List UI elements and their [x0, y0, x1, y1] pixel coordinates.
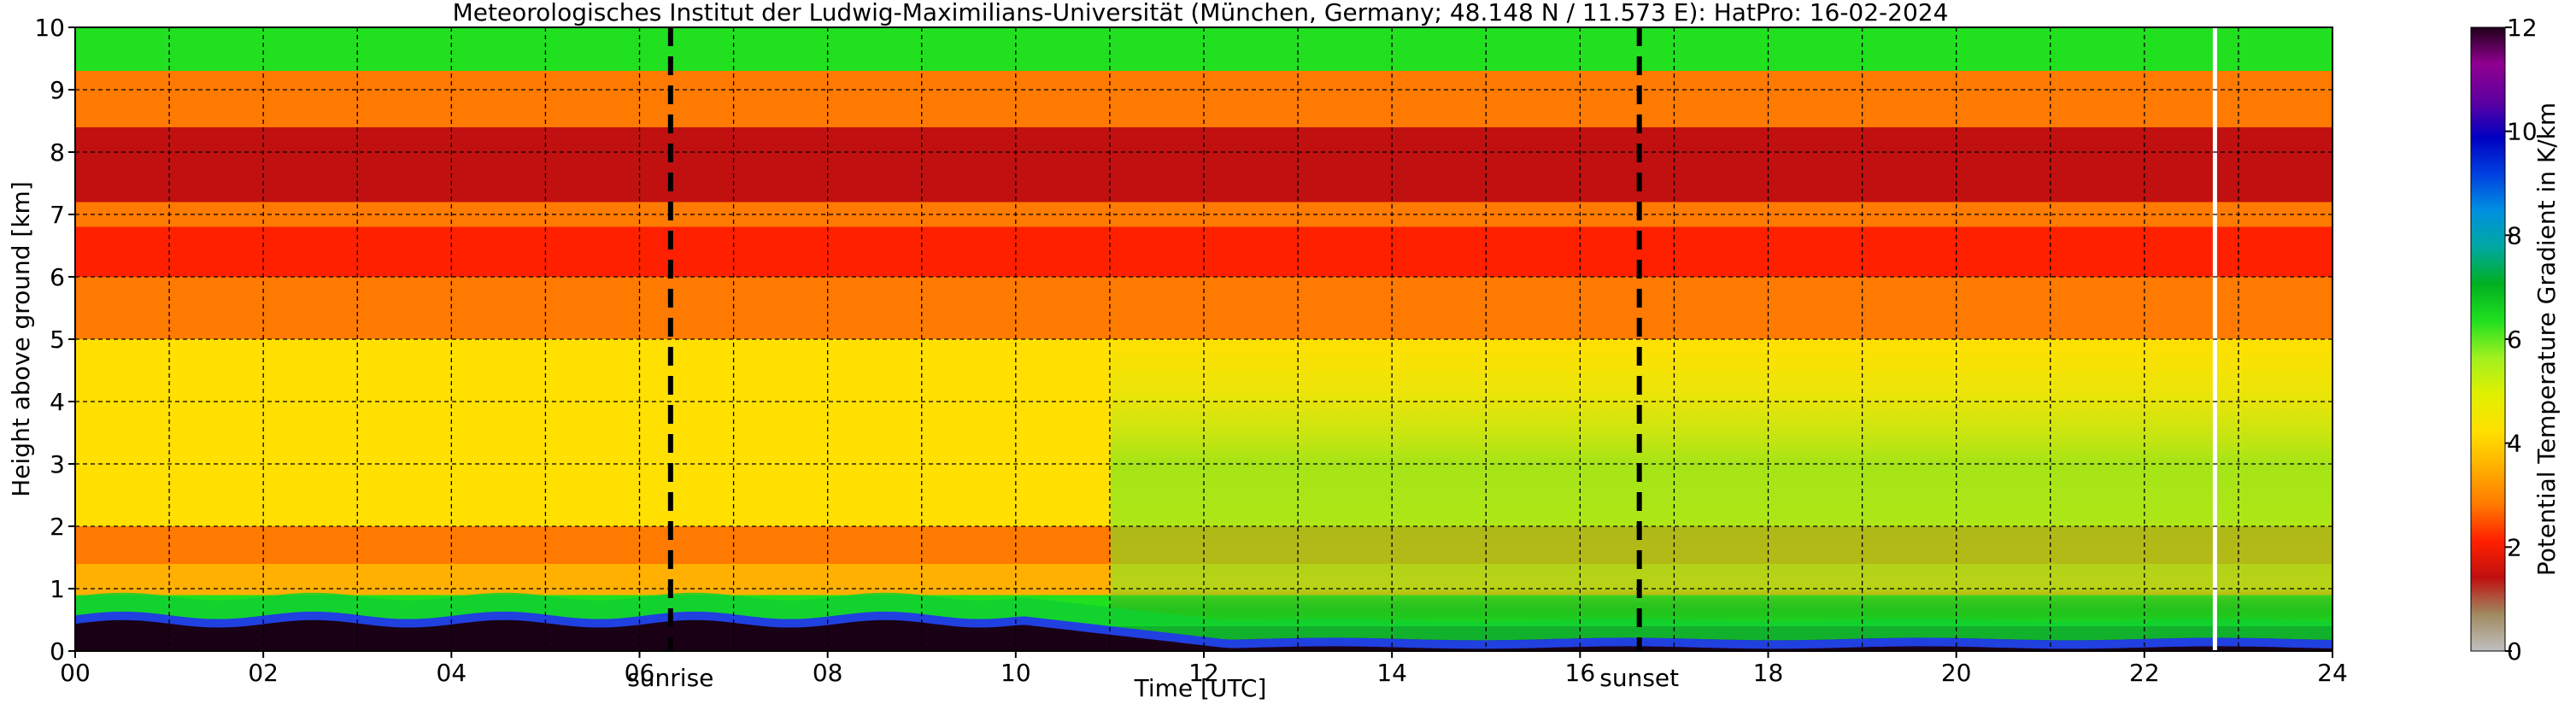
colorbar-tick-label: 2: [2507, 533, 2522, 561]
colorbar-tick-label: 4: [2507, 430, 2522, 458]
colorbar-tick-label: 10: [2507, 118, 2538, 146]
x-tick-label: 22: [2129, 659, 2160, 687]
x-tick-label: 06: [625, 659, 655, 687]
x-tick-label: 20: [1941, 659, 1972, 687]
events: sunrise sunset: [627, 27, 1679, 692]
y-tick-label: 0: [50, 637, 65, 666]
y-axis-label: Height above ground [km]: [7, 181, 35, 497]
plot-area: sunrise sunset: [73, 26, 2333, 692]
x-tick-label: 16: [1565, 659, 1596, 687]
y-tick-label: 3: [50, 450, 65, 478]
y-tick-label: 5: [50, 326, 65, 354]
y-tick-label: 7: [50, 201, 65, 229]
event-label-sunrise: sunrise: [627, 664, 713, 692]
x-tick-label: 24: [2317, 659, 2348, 687]
y-tick-label: 9: [50, 76, 65, 104]
grid: [75, 27, 2332, 651]
y-tick-label: 1: [50, 575, 65, 603]
colorbar-tick-label: 0: [2507, 637, 2522, 666]
colorbar-ticks: 0 2 4 6 8 10 12: [2505, 14, 2538, 666]
colorbar-tick-label: 6: [2507, 326, 2522, 354]
x-tick-label: 08: [813, 659, 843, 687]
x-tick-label: 04: [437, 659, 467, 687]
colorbar: 0 2 4 6 8 10 12 Potential Temperature Gradient…: [2470, 14, 2561, 666]
x-tick-label: 00: [60, 659, 91, 687]
colorbar-tick-label: 12: [2507, 14, 2538, 42]
colorbar-tick-label: 8: [2507, 221, 2522, 249]
x-tick-label: 10: [1000, 659, 1031, 687]
x-tick-label: 14: [1376, 659, 1407, 687]
x-tick-label: 18: [1753, 659, 1784, 687]
y-tick-label: 8: [50, 138, 65, 167]
y-tick-label: 2: [50, 513, 65, 541]
y-tick-label: 4: [50, 388, 65, 416]
chart-title: Meteorologisches Institut der Ludwig-Max…: [453, 0, 1949, 26]
x-tick-label: 12: [1188, 659, 1219, 687]
colorbar-gradient: [2471, 27, 2505, 651]
colorbar-label: Potential Temperature Gradient in K/km: [2532, 103, 2561, 576]
event-label-sunset: sunset: [1599, 664, 1679, 692]
y-tick-label: 6: [50, 263, 65, 291]
x-axis-label: Time [UTC]: [1134, 674, 1267, 702]
x-tick-label: 02: [248, 659, 279, 687]
y-axis: 0 1 2 3 4 5 6 7 8 9 10: [34, 14, 75, 666]
x-axis: 00 02 04 06 08 10 12 14 16 18 20 22 24: [60, 651, 2348, 687]
y-tick-label: 10: [34, 14, 65, 42]
